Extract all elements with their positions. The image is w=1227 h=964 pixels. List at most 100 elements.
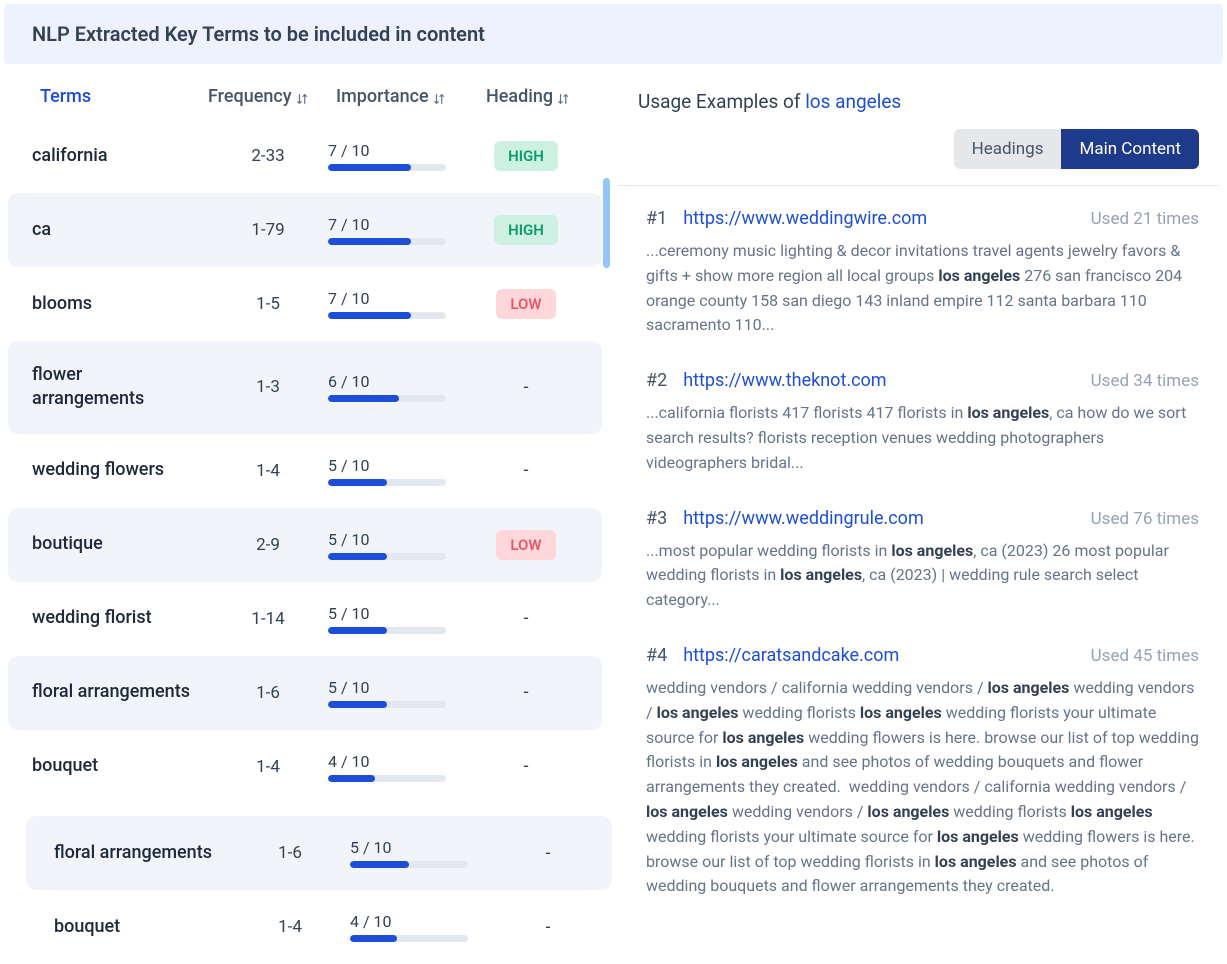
heading-dash: - [524,756,529,777]
table-row[interactable]: wedding flowers1-45 / 10- [8,434,602,508]
importance-bar [328,775,446,782]
page-title: NLP Extracted Key Terms to be included i… [4,4,1223,64]
frequency-cell: 1-3 [208,377,328,397]
usage-title-prefix: Usage Examples of [638,90,805,113]
usage-title: Usage Examples of los angeles [638,90,1199,113]
term-cell: boutique [32,532,208,556]
col-importance[interactable]: Importance [336,86,486,107]
importance-label: 5 / 10 [328,604,476,623]
importance-cell: 7 / 10 [328,289,476,319]
term-cell: california [32,144,208,168]
terms-table-header: Terms Frequency Importance Heading [8,68,602,119]
table-row[interactable]: flower arrangements1-36 / 10- [8,341,602,434]
importance-bar [350,935,468,942]
importance-cell: 5 / 10 [328,456,476,486]
importance-cell: 5 / 10 [328,530,476,560]
col-heading[interactable]: Heading [486,86,586,107]
importance-bar-fill [328,553,387,560]
importance-bar [328,395,446,402]
example-used-count: Used 34 times [1091,371,1199,391]
example-url[interactable]: https://www.weddingrule.com [683,508,924,529]
sort-icon [296,90,310,104]
importance-label: 5 / 10 [328,678,476,697]
heading-dash: - [524,608,529,629]
example-number: #1 [646,208,667,229]
importance-bar-fill [328,164,411,171]
importance-cell: 5 / 10 [328,678,476,708]
table-row[interactable]: floral arrangements1-65 / 10- [8,656,602,730]
example-body: ...ceremony music lighting & decor invit… [646,239,1199,338]
term-cell: ca [32,218,208,242]
usage-example: #1 https://www.weddingwire.com Used 21 tim… [618,194,1219,356]
importance-cell: 5 / 10 [328,604,476,634]
term-cell: bouquet [54,915,230,939]
importance-label: 4 / 10 [350,912,498,931]
usage-header: Usage Examples of los angeles Headings M… [618,68,1219,185]
usage-keyword: los angeles [805,90,901,113]
usage-example: #3https://www.weddingrule.comUsed 76 tim… [618,494,1219,631]
table-row[interactable]: boutique2-95 / 10 LOW [8,508,602,582]
example-body: wedding vendors / california wedding ven… [646,676,1199,899]
col-terms[interactable]: Terms [40,86,208,107]
term-cell: blooms [32,292,208,316]
heading-cell: - [476,756,576,777]
term-cell: wedding florist [32,606,208,630]
heading-cell: - [476,377,576,398]
heading-dash: - [546,843,551,864]
importance-label: 7 / 10 [328,215,476,234]
term-cell: bouquet [32,754,208,778]
frequency-cell: 2-9 [208,535,328,555]
term-cell: floral arrangements [54,841,230,865]
tab-headings[interactable]: Headings [954,129,1062,169]
importance-bar [328,553,446,560]
frequency-cell: 1-6 [208,683,328,703]
table-row[interactable]: blooms1-57 / 10LOW [8,267,602,341]
importance-bar-fill [328,395,399,402]
overlay-duplicate: floral arrangements1-65 / 10-bouquet1-44… [18,816,620,964]
importance-bar [328,627,446,634]
divider [618,185,1219,186]
table-row[interactable]: wedding florist1-145 / 10- [8,582,602,656]
table-row[interactable]: california2-337 / 10HIGH [8,119,602,193]
importance-bar-fill [350,861,409,868]
importance-bar [328,164,446,171]
importance-label: 6 / 10 [328,372,476,391]
heading-badge: HIGH [494,215,558,245]
importance-bar-fill [328,775,375,782]
table-row[interactable]: bouquet1-44 / 10- [26,890,612,964]
example-used-count: Used 21 times [1091,209,1199,229]
heading-cell: - [476,608,576,629]
importance-cell: 4 / 10 [350,912,498,942]
importance-bar-fill [328,238,411,245]
example-url[interactable]: https://www.theknot.com [683,370,886,391]
importance-bar-fill [328,312,411,319]
usage-panel: Usage Examples of los angeles Headings M… [610,68,1227,917]
example-body: ...california florists 417 florists 417 … [646,401,1199,475]
importance-cell: 7 / 10 [328,215,476,245]
frequency-cell: 1-4 [230,917,350,937]
tab-main-content[interactable]: Main Content [1061,129,1199,169]
heading-badge: LOW [496,530,555,560]
main-layout: Terms Frequency Importance Heading calif… [0,68,1227,917]
heading-cell: - [476,682,576,703]
frequency-cell: 2-33 [208,146,328,166]
table-row[interactable]: ca1-797 / 10HIGH [8,193,602,267]
col-frequency[interactable]: Frequency [208,86,336,107]
example-head: #4https://caratsandcake.comUsed 45 times [646,645,1199,666]
example-url[interactable]: https://caratsandcake.com [683,645,899,666]
usage-example: #4https://caratsandcake.comUsed 45 times… [618,631,1219,917]
heading-cell: LOW [476,289,576,319]
heading-cell: - [476,460,576,481]
scrollbar-thumb[interactable] [603,178,610,268]
heading-badge: LOW [496,289,555,319]
importance-label: 5 / 10 [328,530,476,549]
table-row[interactable]: floral arrangements1-65 / 10- [26,816,612,890]
table-row[interactable]: bouquet1-44 / 10- [8,730,602,804]
heading-dash: - [524,682,529,703]
example-url[interactable]: https://www.weddingwire.com [683,208,927,229]
heading-dash: - [524,460,529,481]
example-body: ...most popular wedding florists in los … [646,539,1199,613]
importance-label: 7 / 10 [328,289,476,308]
example-number: #3 [646,508,667,529]
importance-cell: 7 / 10 [328,141,476,171]
